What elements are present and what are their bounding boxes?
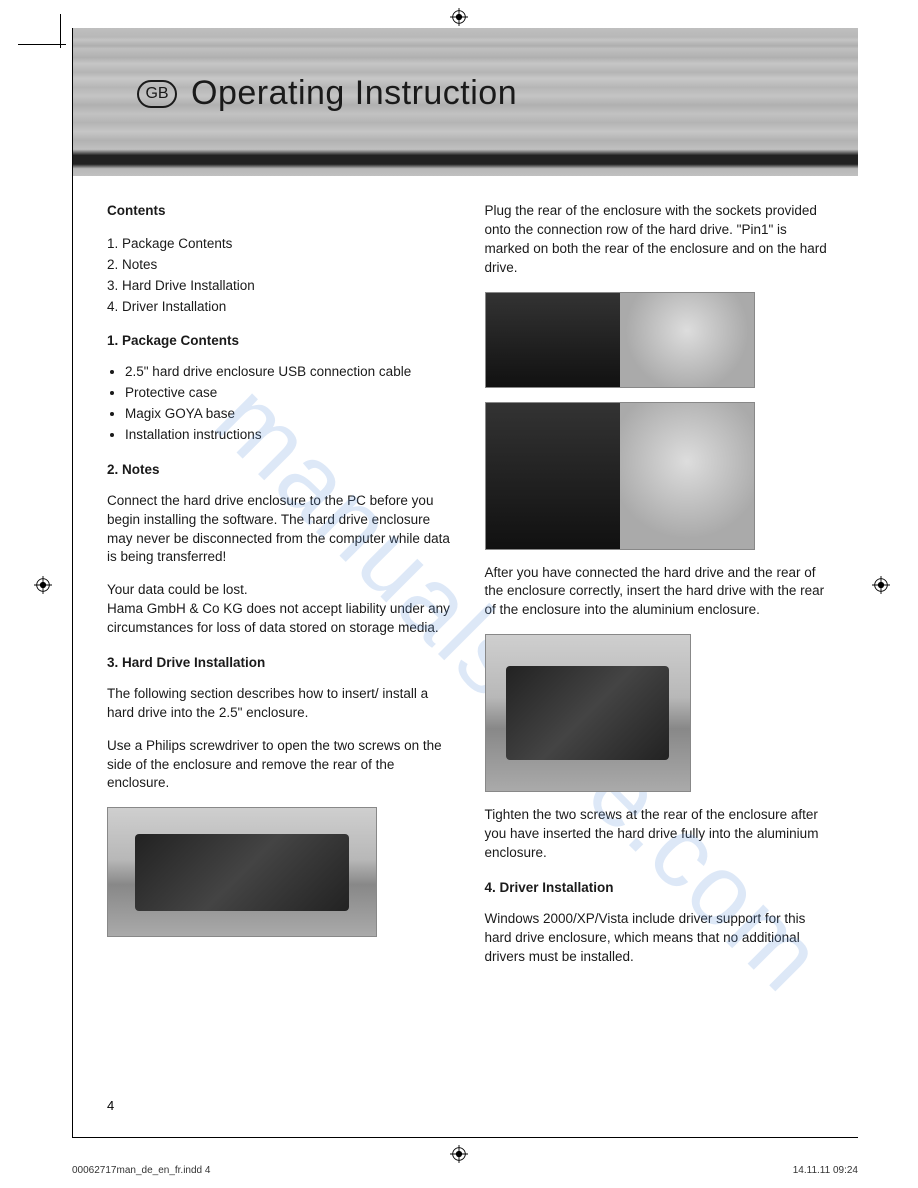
footer-filename: 00062717man_de_en_fr.indd 4 <box>72 1165 210 1176</box>
crop-corner-h <box>18 44 66 45</box>
connection-photo-2 <box>485 402 755 550</box>
section-4-heading: 4. Driver Installation <box>485 879 831 898</box>
language-badge: GB <box>137 80 177 108</box>
notes-paragraph-2: Your data could be lost. Hama GmbH & Co … <box>107 581 453 638</box>
crop-mark-right <box>872 576 890 599</box>
crop-mark-left <box>34 576 52 599</box>
insert-photo <box>485 634 691 792</box>
install-paragraph-1: The following section describes how to i… <box>107 685 453 723</box>
list-item: Magix GOYA base <box>125 405 453 424</box>
page: GB Operating Instruction manualshive.com… <box>72 28 858 1138</box>
contents-item: 3. Hard Drive Installation <box>107 277 453 296</box>
left-column: Contents 1. Package Contents 2. Notes 3.… <box>107 202 453 980</box>
contents-item: 2. Notes <box>107 256 453 275</box>
header-title: GB Operating Instruction <box>137 74 517 113</box>
content-area: Contents 1. Package Contents 2. Notes 3.… <box>73 176 858 980</box>
package-contents-list: 2.5" hard drive enclosure USB connection… <box>107 363 453 445</box>
contents-heading: Contents <box>107 202 453 221</box>
list-item: Protective case <box>125 384 453 403</box>
notes-warning: Your data could be lost. <box>107 582 248 597</box>
contents-item: 4. Driver Installation <box>107 298 453 317</box>
page-title: Operating Instruction <box>191 74 517 113</box>
insert-paragraph: After you have connected the hard drive … <box>485 564 831 621</box>
page-number: 4 <box>107 1098 114 1113</box>
footer-date: 14.11.11 09:24 <box>793 1165 858 1176</box>
plug-paragraph: Plug the rear of the enclosure with the … <box>485 202 831 278</box>
footer: 00062717man_de_en_fr.indd 4 14.11.11 09:… <box>72 1165 858 1176</box>
header-band: GB Operating Instruction <box>73 28 858 176</box>
right-column: Plug the rear of the enclosure with the … <box>485 202 831 980</box>
notes-paragraph-1: Connect the hard drive enclosure to the … <box>107 492 453 568</box>
section-1-heading: 1. Package Contents <box>107 332 453 351</box>
contents-list: 1. Package Contents 2. Notes 3. Hard Dri… <box>107 235 453 317</box>
tighten-paragraph: Tighten the two screws at the rear of th… <box>485 806 831 863</box>
crop-corner-v <box>60 14 61 48</box>
enclosure-screw-photo <box>107 807 377 937</box>
contents-item: 1. Package Contents <box>107 235 453 254</box>
list-item: 2.5" hard drive enclosure USB connection… <box>125 363 453 382</box>
section-3-heading: 3. Hard Drive Installation <box>107 654 453 673</box>
install-paragraph-2: Use a Philips screwdriver to open the tw… <box>107 737 453 794</box>
section-2-heading: 2. Notes <box>107 461 453 480</box>
notes-liability: Hama GmbH & Co KG does not accept liabil… <box>107 601 450 635</box>
driver-paragraph: Windows 2000/XP/Vista include driver sup… <box>485 910 831 967</box>
list-item: Installation instructions <box>125 426 453 445</box>
connection-photo-1 <box>485 292 755 388</box>
